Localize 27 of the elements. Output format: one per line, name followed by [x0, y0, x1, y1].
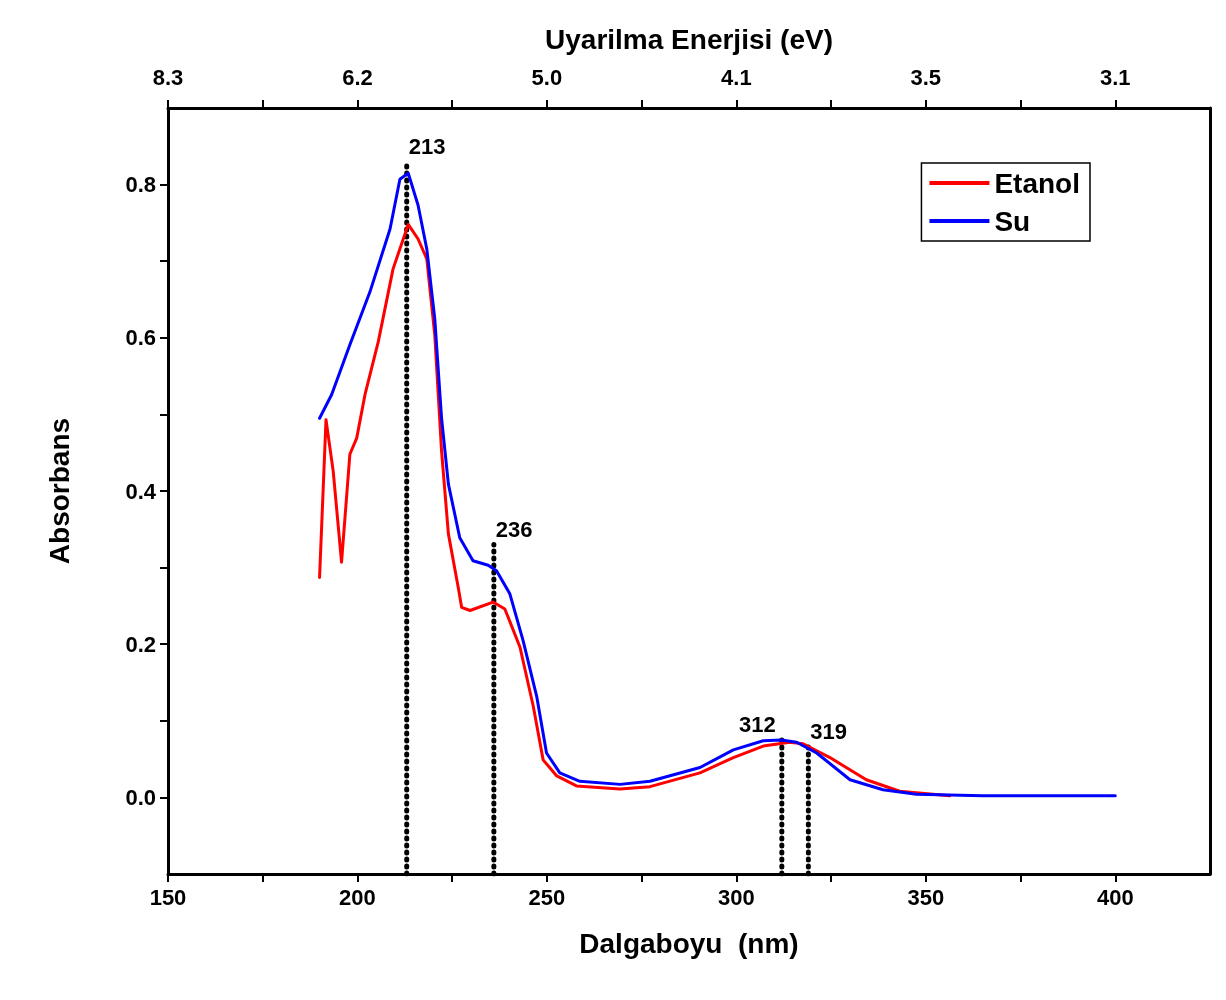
x-tick-label: 200 — [339, 884, 376, 910]
x-tick-label: 250 — [528, 884, 566, 910]
y-tick-label: 0.0 — [125, 784, 156, 810]
text: 3.5 — [910, 64, 942, 90]
x-tick-label: 400 — [1096, 884, 1134, 910]
x-tick-label: 300 — [718, 884, 755, 910]
legend-label: Su — [994, 205, 1031, 237]
x-tick-label: 350 — [907, 884, 945, 910]
y-tick-label: 0.6 — [125, 325, 156, 351]
legend-label: Etanol — [994, 167, 1080, 199]
text: 5.0 — [531, 64, 563, 90]
line-series — [318, 171, 1117, 798]
text: 8.3 — [152, 64, 184, 90]
annotation: 312 — [739, 712, 776, 738]
y-tick-label: 0.8 — [125, 172, 156, 198]
annotation: 213 — [408, 134, 446, 160]
text: 3.1 — [1099, 64, 1131, 90]
x2-axis-title: Uyarilma Enerjisi (eV) — [545, 23, 833, 55]
y-tick-label: 0.4 — [125, 478, 157, 504]
annotation: 236 — [495, 517, 533, 543]
y-axis-title: Absorbans — [43, 417, 75, 565]
annotation: 319 — [810, 719, 848, 745]
x-tick-label: 150 — [149, 884, 187, 910]
text: 4.1 — [721, 64, 752, 90]
x-axis-title: Dalgaboyu (nm) — [579, 927, 799, 959]
y-tick-label: 0.2 — [125, 631, 156, 657]
text: 6.2 — [342, 64, 373, 90]
